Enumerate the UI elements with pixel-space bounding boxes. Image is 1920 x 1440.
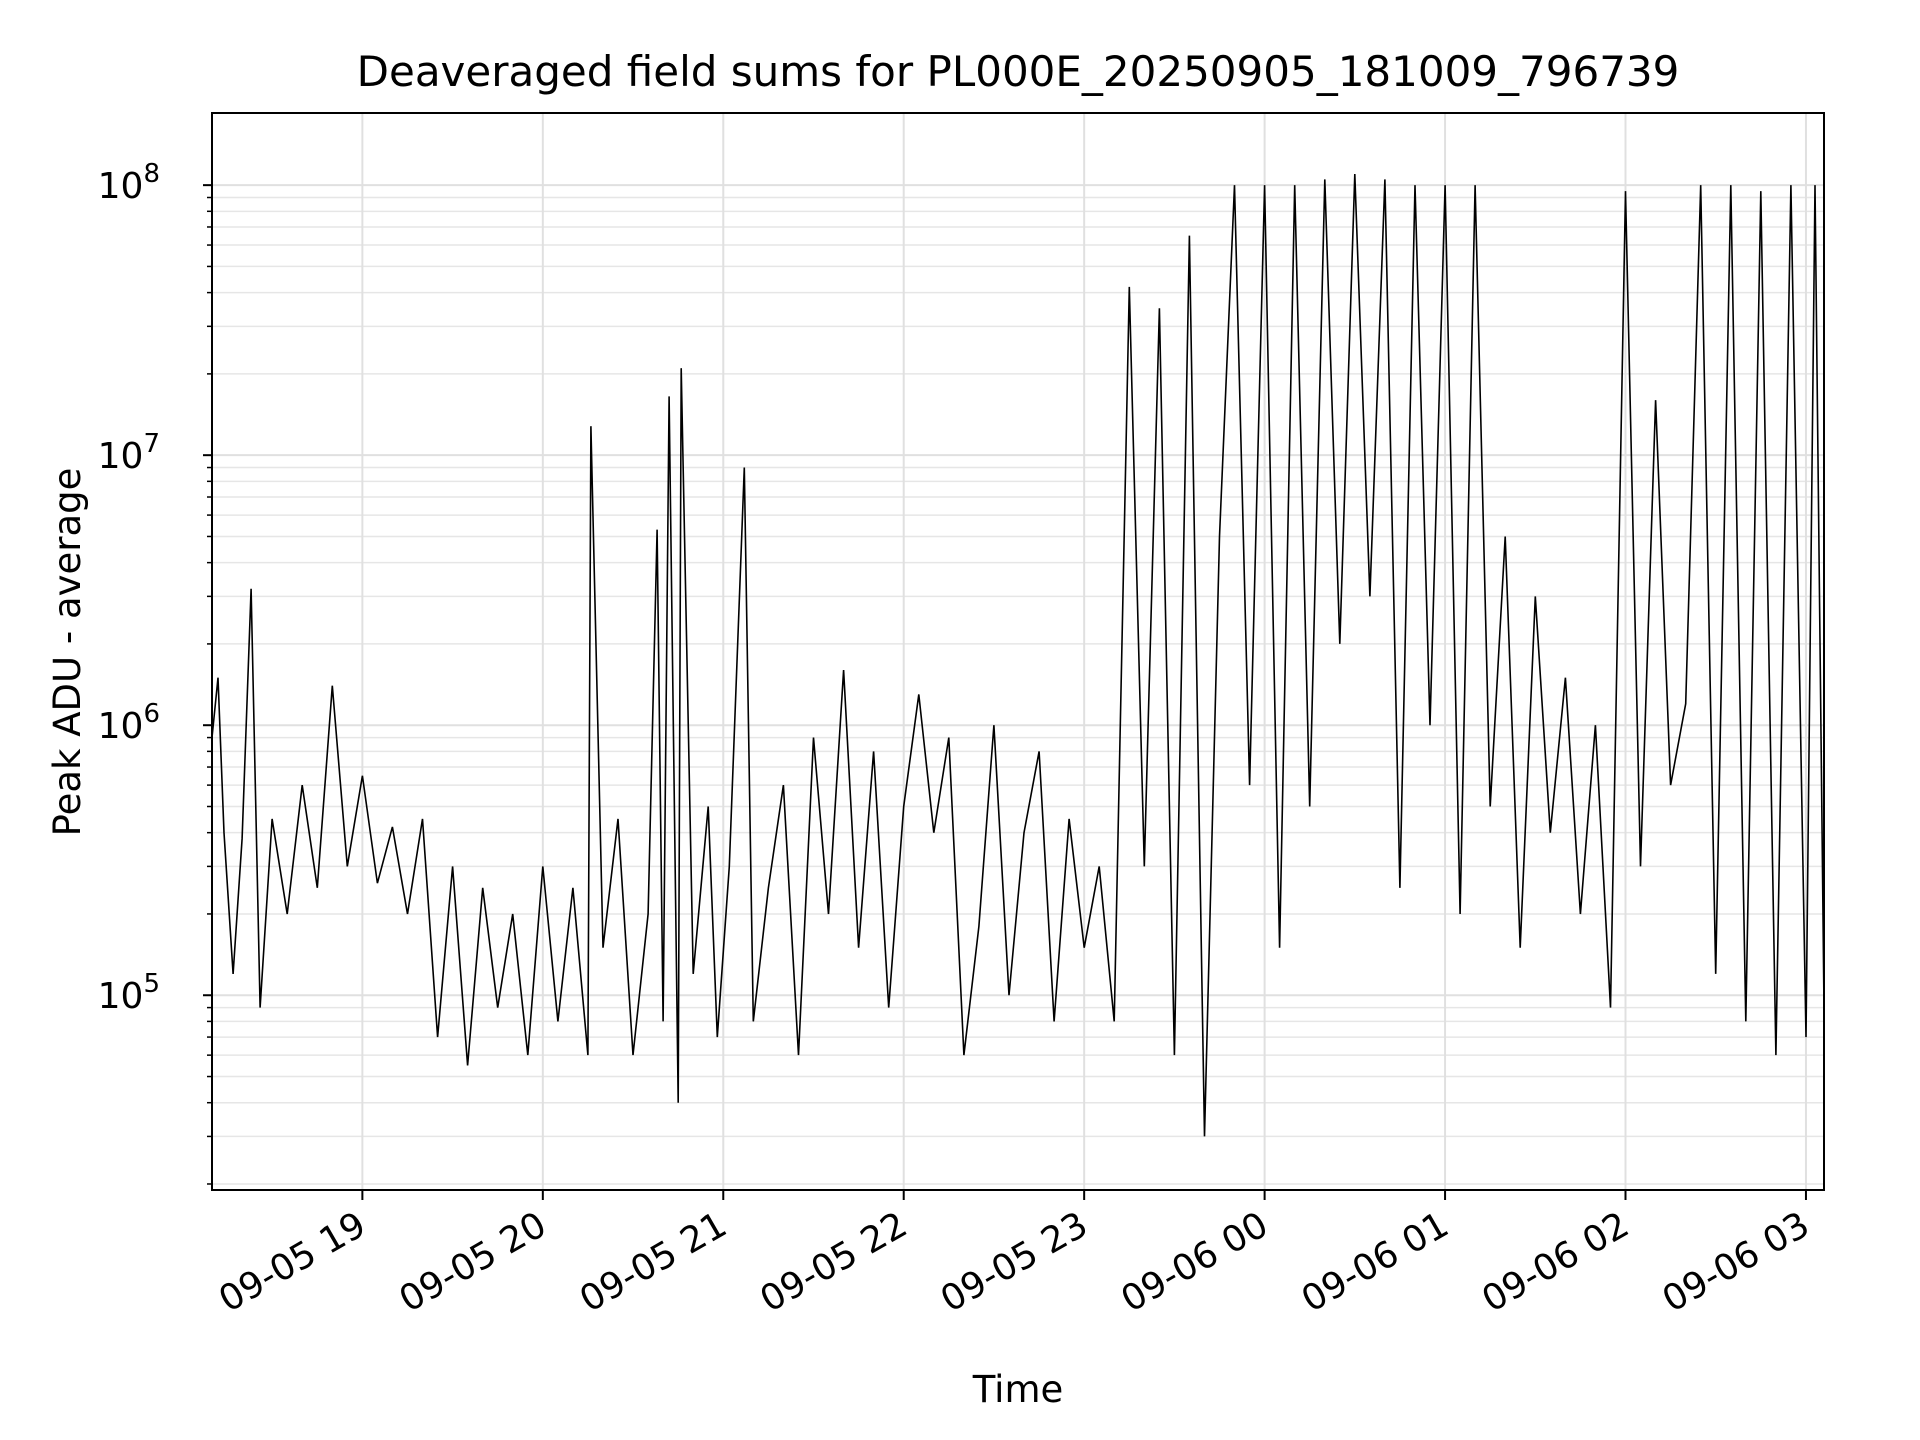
x-axis-label: Time xyxy=(972,1368,1064,1411)
x-tick-label: 09-05 21 xyxy=(573,1204,734,1320)
y-tick-label: 108 xyxy=(98,159,160,207)
y-tick-label: 107 xyxy=(98,429,160,477)
series-layer xyxy=(211,173,1825,1137)
plot-frame xyxy=(211,112,1825,1191)
x-tick-label: 09-05 23 xyxy=(934,1204,1095,1320)
x-tick-label: 09-05 22 xyxy=(754,1204,915,1320)
y-tick-label: 106 xyxy=(98,699,160,747)
x-axis: 09-05 19 09-05 20 09-05 21 09-05 22 09-05 23… xyxy=(212,1190,1816,1321)
x-tick-label: 09-06 00 xyxy=(1114,1204,1275,1320)
y-axis: 105 106 107 108 xyxy=(98,159,212,1185)
series-line xyxy=(211,173,1825,1137)
grid xyxy=(212,113,1824,1190)
y-axis-label: Peak ADU - average xyxy=(46,468,89,837)
x-tick-label: 09-06 01 xyxy=(1295,1204,1456,1320)
x-tick-label: 09-06 02 xyxy=(1475,1204,1636,1320)
x-tick-label: 09-06 03 xyxy=(1656,1204,1817,1320)
x-tick-label: 09-05 19 xyxy=(212,1204,373,1320)
x-tick-label: 09-05 20 xyxy=(393,1204,554,1320)
chart-title: Deaveraged field sums for PL000E_2025090… xyxy=(357,47,1680,96)
y-tick-label: 105 xyxy=(98,969,160,1017)
